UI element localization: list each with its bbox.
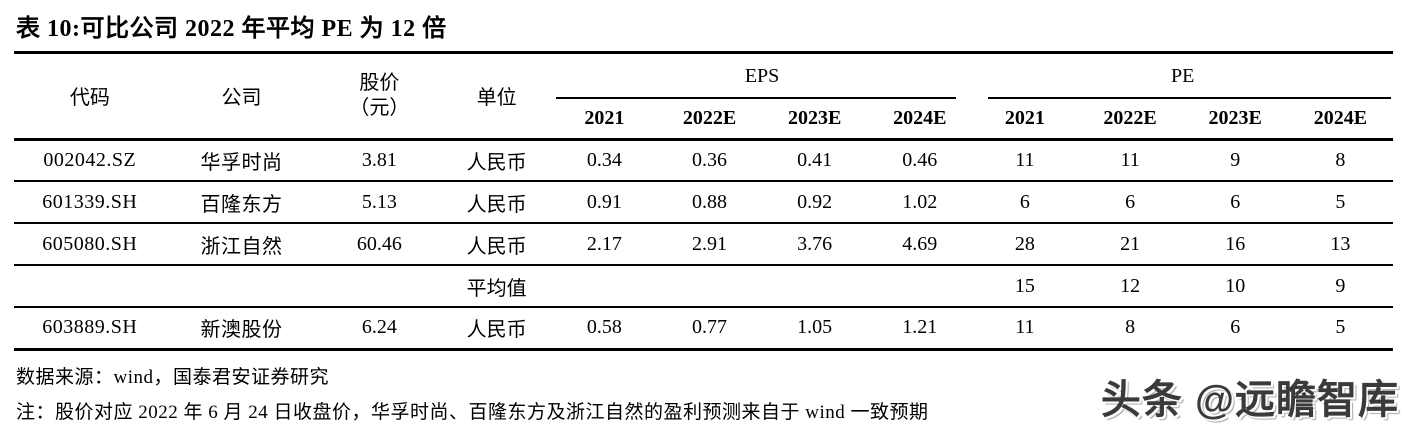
cell-unit: 人民币 bbox=[441, 181, 552, 224]
header-year-row: 2021 2022E 2023E 2024E 2021 2022E 2023E … bbox=[14, 99, 1393, 141]
cell-empty bbox=[14, 265, 166, 308]
cell-eps-2022e: 0.36 bbox=[656, 139, 763, 182]
cell-pe-2021: 6 bbox=[972, 181, 1078, 224]
cell-empty bbox=[867, 265, 973, 308]
footnote-text: 注：股价对应 2022 年 6 月 24 日收盘价，华孚时尚、百隆东方及浙江自然… bbox=[16, 401, 929, 423]
cell-pe-2024e: 5 bbox=[1287, 307, 1393, 351]
table-title: 表 10:可比公司 2022 年平均 PE 为 12 倍 bbox=[14, 6, 1393, 54]
cell-empty bbox=[165, 265, 318, 308]
table-row-huafu: 002042.SZ 华孚时尚 3.81 人民币 0.34 0.36 0.41 0… bbox=[14, 139, 1393, 182]
cell-eps-2021: 2.17 bbox=[551, 223, 657, 266]
cell-pe-2023e: 16 bbox=[1182, 223, 1288, 266]
cell-company: 浙江自然 bbox=[165, 223, 318, 266]
cell-eps-2024e: 0.46 bbox=[867, 139, 973, 182]
cell-price: 5.13 bbox=[317, 181, 442, 224]
cell-eps-2023e: 0.41 bbox=[762, 139, 868, 182]
cell-code: 002042.SZ bbox=[14, 139, 166, 182]
cell-pe-2023e: 6 bbox=[1182, 307, 1288, 351]
cell-eps-2023e: 1.05 bbox=[762, 307, 868, 351]
cell-eps-2022e: 2.91 bbox=[656, 223, 763, 266]
table-row-xinao: 603889.SH 新澳股份 6.24 人民币 0.58 0.77 1.05 1… bbox=[14, 307, 1393, 351]
table-row-average: 平均值 15 12 10 9 bbox=[14, 265, 1393, 308]
header-eps-2022e: 2022E bbox=[656, 99, 763, 141]
cell-pe-2022e: 8 bbox=[1077, 307, 1183, 351]
cell-eps-2024e: 4.69 bbox=[867, 223, 973, 266]
cell-pe-2024e: 13 bbox=[1287, 223, 1393, 266]
cell-company: 新澳股份 bbox=[165, 307, 318, 351]
cell-pe-2023e: 6 bbox=[1182, 181, 1288, 224]
header-company: 公司 bbox=[165, 54, 318, 141]
average-pe-2022e: 12 bbox=[1077, 265, 1183, 308]
header-eps-2021: 2021 bbox=[551, 99, 657, 141]
cell-pe-2021: 11 bbox=[972, 307, 1078, 351]
data-source-text: 数据来源：wind，国泰君安证券研究 bbox=[16, 366, 330, 388]
average-pe-2021: 15 bbox=[972, 265, 1078, 308]
cell-eps-2021: 0.58 bbox=[551, 307, 657, 351]
cell-price: 6.24 bbox=[317, 307, 442, 351]
cell-pe-2023e: 9 bbox=[1182, 139, 1288, 182]
cell-empty bbox=[656, 265, 763, 308]
cell-eps-2023e: 3.76 bbox=[762, 223, 868, 266]
header-price-line2: （元） bbox=[349, 96, 410, 119]
average-pe-2023e: 10 bbox=[1182, 265, 1288, 308]
header-pe-2022e: 2022E bbox=[1077, 99, 1183, 141]
cell-pe-2022e: 6 bbox=[1077, 181, 1183, 224]
cell-eps-2021: 0.91 bbox=[551, 181, 657, 224]
cell-company: 华孚时尚 bbox=[165, 139, 318, 182]
cell-unit: 人民币 bbox=[441, 307, 552, 351]
cell-empty bbox=[317, 265, 442, 308]
average-pe-2024e: 9 bbox=[1287, 265, 1393, 308]
toutiao-watermark: 头条 @远瞻智库 bbox=[1100, 378, 1399, 422]
header-pe-2024e: 2024E bbox=[1287, 99, 1393, 141]
table-row-zhejiang: 605080.SH 浙江自然 60.46 人民币 2.17 2.91 3.76 … bbox=[14, 223, 1393, 266]
cell-eps-2022e: 0.77 bbox=[656, 307, 763, 351]
cell-eps-2024e: 1.02 bbox=[867, 181, 973, 224]
cell-eps-2024e: 1.21 bbox=[867, 307, 973, 351]
cell-eps-2022e: 0.88 bbox=[656, 181, 763, 224]
header-group-row: 代码 公司 股价 （元） 单位 EPS PE bbox=[14, 54, 1393, 141]
cell-code: 605080.SH bbox=[14, 223, 166, 266]
header-pe-2023e: 2023E bbox=[1182, 99, 1288, 141]
header-eps-2023e: 2023E bbox=[762, 99, 868, 141]
header-pe-2021: 2021 bbox=[972, 99, 1078, 141]
header-price: 股价 （元） bbox=[317, 54, 442, 141]
cell-unit: 人民币 bbox=[441, 223, 552, 266]
header-eps-group: EPS bbox=[552, 54, 973, 99]
header-unit: 单位 bbox=[441, 54, 552, 141]
header-pe-group: PE bbox=[972, 54, 1393, 99]
header-price-line1: 股价 bbox=[359, 71, 400, 94]
cell-pe-2024e: 8 bbox=[1287, 139, 1393, 182]
cell-empty bbox=[551, 265, 657, 308]
cell-code: 603889.SH bbox=[14, 307, 166, 351]
cell-company: 百隆东方 bbox=[165, 181, 318, 224]
cell-empty bbox=[762, 265, 868, 308]
cell-eps-2021: 0.34 bbox=[551, 139, 657, 182]
cell-unit: 人民币 bbox=[441, 139, 552, 182]
cell-pe-2024e: 5 bbox=[1287, 181, 1393, 224]
cell-price: 3.81 bbox=[317, 139, 442, 182]
comparable-companies-table: 代码 公司 股价 （元） 单位 EPS PE 2021 2022E 2023E … bbox=[14, 54, 1393, 351]
cell-pe-2022e: 11 bbox=[1077, 139, 1183, 182]
cell-pe-2021: 11 bbox=[972, 139, 1078, 182]
cell-pe-2021: 28 bbox=[972, 223, 1078, 266]
header-code: 代码 bbox=[14, 54, 166, 141]
cell-eps-2023e: 0.92 bbox=[762, 181, 868, 224]
average-label: 平均值 bbox=[441, 265, 552, 308]
table-row-bailong: 601339.SH 百隆东方 5.13 人民币 0.91 0.88 0.92 1… bbox=[14, 181, 1393, 224]
cell-code: 601339.SH bbox=[14, 181, 166, 224]
cell-pe-2022e: 21 bbox=[1077, 223, 1183, 266]
header-eps-2024e: 2024E bbox=[867, 99, 973, 141]
cell-price: 60.46 bbox=[317, 223, 442, 266]
